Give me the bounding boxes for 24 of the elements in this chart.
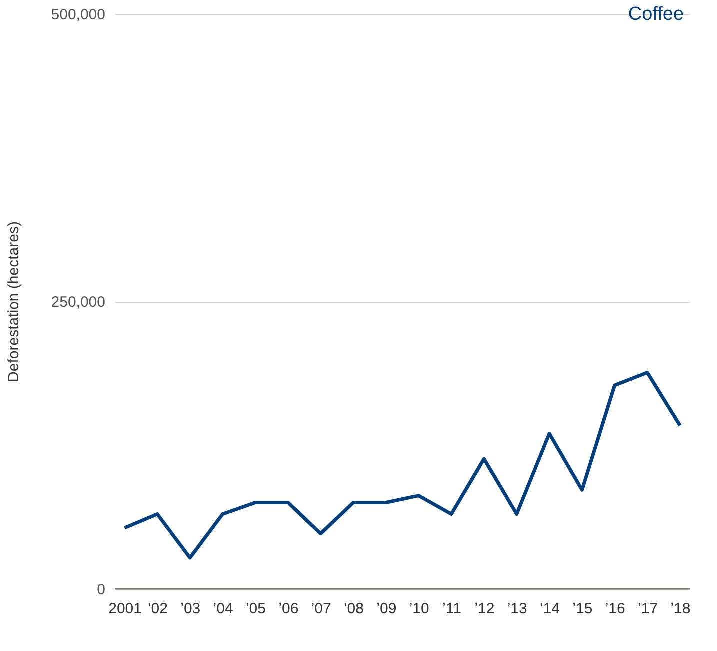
- y-tick-label: 250,000: [51, 294, 106, 311]
- x-tick-label: ’08: [344, 600, 364, 618]
- x-tick-label: ’15: [572, 600, 593, 618]
- y-axis-title: Deforestation (hectares): [5, 222, 22, 382]
- x-tick-label: 2001: [108, 600, 142, 618]
- x-tick-label: ’13: [507, 600, 528, 618]
- x-tick-label: ’06: [278, 600, 299, 618]
- x-tick-label: ’04: [213, 600, 234, 618]
- x-tick-label: ’12: [474, 600, 495, 618]
- text: Coffee: [628, 4, 684, 25]
- x-tick-label: ’03: [180, 600, 201, 618]
- y-tick-label: 500,000: [51, 6, 106, 24]
- x-tick-label: ’02: [148, 600, 168, 618]
- x-tick-label: ’07: [311, 600, 332, 618]
- x-tick-label: ’10: [409, 600, 430, 618]
- x-tick-label: ’09: [376, 600, 397, 618]
- line-series: [123, 371, 682, 560]
- y-tick-label: 0: [97, 582, 106, 598]
- x-tick-label: ’16: [605, 600, 626, 618]
- x-tick-label: ’18: [670, 600, 691, 618]
- x-tick-label: ’14: [540, 600, 560, 618]
- x-tick-label: ’05: [246, 600, 266, 618]
- x-tick-label: ’11: [442, 600, 462, 618]
- x-tick-label: ’17: [638, 600, 658, 618]
